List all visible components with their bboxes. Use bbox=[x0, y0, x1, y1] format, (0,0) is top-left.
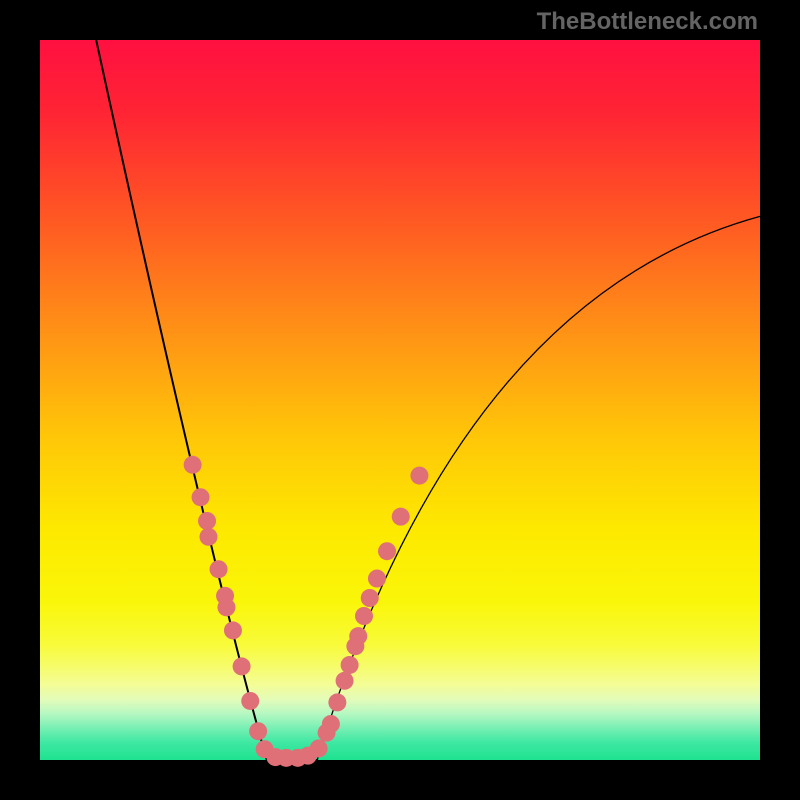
data-marker bbox=[249, 722, 267, 740]
data-marker bbox=[198, 512, 216, 530]
figure-root: TheBottleneck.com bbox=[0, 0, 800, 800]
data-marker bbox=[378, 542, 396, 560]
data-marker bbox=[349, 627, 367, 645]
data-marker bbox=[355, 607, 373, 625]
data-marker bbox=[361, 589, 379, 607]
data-marker bbox=[368, 570, 386, 588]
data-marker bbox=[210, 560, 228, 578]
plot-svg bbox=[0, 0, 800, 800]
data-marker bbox=[184, 456, 202, 474]
data-marker bbox=[224, 621, 242, 639]
plot-background bbox=[40, 40, 760, 760]
data-marker bbox=[241, 692, 259, 710]
data-marker bbox=[341, 656, 359, 674]
data-marker bbox=[217, 598, 235, 616]
data-marker bbox=[336, 672, 354, 690]
data-marker bbox=[192, 488, 210, 506]
data-marker bbox=[199, 528, 217, 546]
data-marker bbox=[322, 715, 340, 733]
data-marker bbox=[410, 467, 428, 485]
data-marker bbox=[233, 657, 251, 675]
watermark-text: TheBottleneck.com bbox=[537, 8, 758, 36]
data-marker bbox=[328, 693, 346, 711]
data-marker bbox=[310, 739, 328, 757]
data-marker bbox=[392, 508, 410, 526]
